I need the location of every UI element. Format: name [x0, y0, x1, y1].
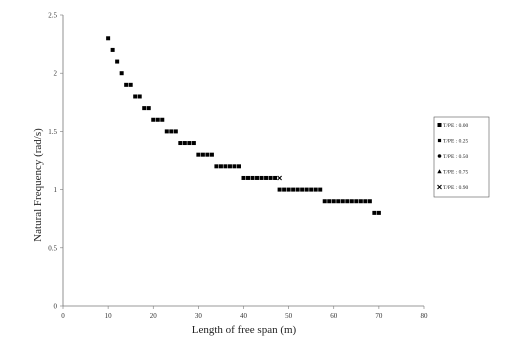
data-point-series-0 [146, 106, 151, 111]
legend-marker [437, 123, 442, 127]
data-point-series-0 [124, 82, 129, 87]
data-point-series-0 [250, 175, 255, 180]
data-point-series-0 [322, 199, 327, 204]
data-point-series-0 [178, 141, 183, 146]
data-point-series-0 [336, 199, 341, 204]
data-point-series-0 [259, 175, 264, 180]
x-tick-label: 60 [330, 312, 338, 320]
data-point-series-0 [358, 199, 363, 204]
data-point-series-0 [223, 164, 228, 169]
data-point-series-0 [295, 187, 300, 192]
data-point-series-0 [151, 117, 156, 122]
data-point-series-0 [313, 187, 318, 192]
data-point-series-0 [191, 141, 196, 146]
x-axis-title: Length of free span (m) [192, 324, 297, 336]
data-point-series-0 [160, 117, 165, 122]
x-tick-label: 50 [285, 312, 293, 320]
y-tick-label: 0.5 [48, 244, 57, 252]
data-point-series-0 [309, 187, 314, 192]
legend-label: T/PE : 0.00 [443, 123, 468, 129]
data-point-series-0 [205, 152, 210, 157]
legend-marker [437, 154, 442, 158]
x-tick-label: 70 [375, 312, 383, 320]
x-tick-label: 0 [61, 312, 65, 320]
data-point-series-0 [200, 152, 205, 157]
data-point-series-0 [187, 141, 192, 146]
data-point-series-0 [264, 175, 269, 180]
data-point-series-0 [304, 187, 309, 192]
data-point-series-0 [106, 36, 111, 41]
data-point-series-0 [376, 210, 381, 215]
y-tick-label: 2 [54, 70, 58, 78]
data-point-series-0 [128, 82, 133, 87]
data-point-series-0 [268, 175, 273, 180]
data-point-series-0 [349, 199, 354, 204]
data-points [106, 36, 381, 215]
x-tick-label: 30 [195, 312, 203, 320]
legend-label: T/PE : 0.25 [443, 139, 468, 145]
data-point-series-0 [182, 141, 187, 146]
data-point-series-0 [291, 187, 296, 192]
data-point-series-0 [209, 152, 214, 157]
data-point-series-0 [164, 129, 169, 134]
legend-label: T/PE : 0.50 [443, 154, 468, 160]
data-point-series-0 [331, 199, 336, 204]
axes: 0 0.5 1 1.5 2 2.5 0 10 20 30 40 50 60 70 80 [48, 12, 428, 321]
legend-marker [437, 169, 442, 174]
data-point-series-0 [363, 199, 368, 204]
y-tick-label: 0 [54, 303, 58, 311]
y-axis-title: Natural Frequency (rad/s) [32, 128, 44, 242]
data-point-series-0 [196, 152, 201, 157]
data-point-series-0 [318, 187, 323, 192]
data-point-series-0 [327, 199, 332, 204]
data-point-series-0 [300, 187, 305, 192]
x-tick-label: 40 [240, 312, 248, 320]
x-tick-label: 20 [150, 312, 158, 320]
data-point-series-0 [246, 175, 251, 180]
data-point-series-0 [142, 106, 147, 111]
data-point-series-4 [277, 175, 282, 181]
x-tick-label: 80 [421, 312, 429, 320]
data-point-series-0 [345, 199, 350, 204]
y-tick-label: 1 [54, 186, 58, 194]
data-point-series-0 [273, 175, 278, 180]
data-point-series-0 [169, 129, 174, 134]
data-point-series-0 [218, 164, 223, 169]
data-point-series-0 [214, 164, 219, 169]
data-point-series-0 [286, 187, 291, 192]
data-point-series-0 [255, 175, 260, 180]
data-point-series-0 [133, 94, 138, 99]
legend-items: T/PE : 0.00 T/PE : 0.25 T/PE : 0.50 T/PE : … [437, 123, 468, 191]
data-point-series-0 [340, 199, 345, 204]
data-point-series-0 [282, 187, 287, 192]
legend: T/PE : 0.00 T/PE : 0.25 T/PE : 0.50 T/PE : … [433, 116, 490, 198]
legend-marker [437, 184, 442, 190]
data-point-series-0 [119, 71, 124, 76]
data-point-series-0 [241, 175, 246, 180]
data-point-series-0 [173, 129, 178, 134]
y-tick-label: 1.5 [48, 128, 57, 136]
legend-label: T/PE : 0.75 [443, 170, 468, 176]
data-point-series-0 [372, 210, 377, 215]
legend-marker [437, 138, 442, 143]
data-point-series-0 [110, 47, 115, 52]
legend-label: T/PE : 0.90 [443, 185, 468, 191]
data-point-series-0 [232, 164, 237, 169]
data-point-series-0 [227, 164, 232, 169]
y-tick-label: 2.5 [48, 12, 57, 20]
data-point-series-0 [277, 187, 282, 192]
data-point-series-0 [137, 94, 142, 99]
data-point-series-0 [115, 59, 120, 64]
x-tick-label: 10 [105, 312, 113, 320]
legend-box [433, 116, 490, 198]
data-point-series-0 [367, 199, 372, 204]
data-point-series-0 [155, 117, 160, 122]
data-point-series-0 [354, 199, 359, 204]
data-point-series-0 [236, 164, 241, 169]
